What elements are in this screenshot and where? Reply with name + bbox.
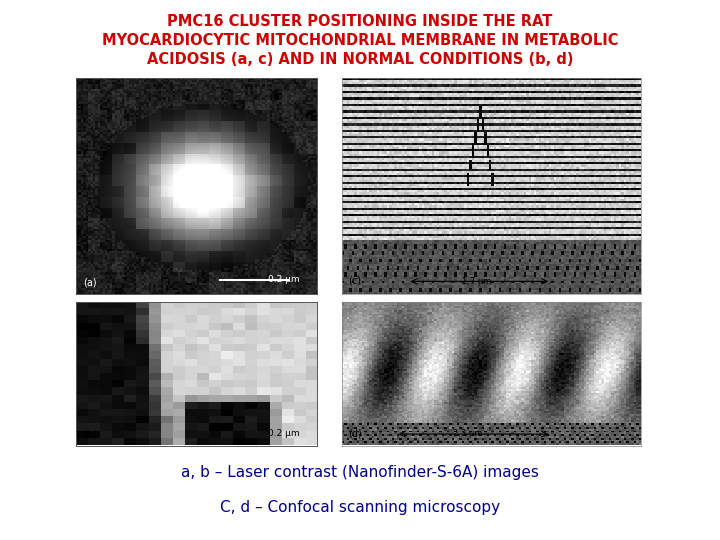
- Text: 0.2 μm: 0.2 μm: [269, 274, 300, 284]
- Text: 2.3 μm: 2.3 μm: [453, 429, 482, 438]
- Text: 1.7 μm: 1.7 μm: [462, 276, 491, 286]
- Text: PMC16 CLUSTER POSITIONING INSIDE THE RAT
MYOCARDIOCYTIC MITOCHONDRIAL MEMBRANE I: PMC16 CLUSTER POSITIONING INSIDE THE RAT…: [102, 14, 618, 67]
- Text: (d): (d): [348, 428, 361, 438]
- Text: C, d – Confocal scanning microscopy: C, d – Confocal scanning microscopy: [220, 500, 500, 515]
- Text: (b): (b): [83, 430, 96, 440]
- Text: (a): (a): [83, 278, 96, 288]
- Text: (c): (c): [348, 275, 361, 286]
- Text: 0.2 μm: 0.2 μm: [269, 429, 300, 438]
- Text: a, b – Laser contrast (Nanofinder-S-6A) images: a, b – Laser contrast (Nanofinder-S-6A) …: [181, 465, 539, 480]
